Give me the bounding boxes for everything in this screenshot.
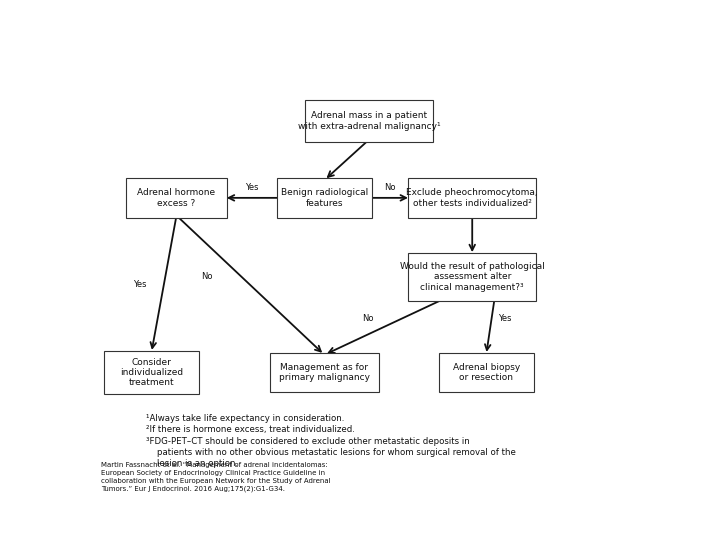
Text: Adrenal mass in a patient
with extra-adrenal malignancy¹: Adrenal mass in a patient with extra-adr… — [297, 111, 441, 131]
Text: No: No — [202, 272, 213, 281]
Text: No: No — [362, 314, 374, 323]
Text: patients with no other obvious metastatic lesions for whom surgical removal of t: patients with no other obvious metastati… — [145, 448, 516, 457]
Text: ¹Always take life expectancy in consideration.: ¹Always take life expectancy in consider… — [145, 414, 344, 423]
Text: Martin Fassnacht et al. “Management of adrenal incidentalomas:
European Society : Martin Fassnacht et al. “Management of a… — [101, 462, 330, 492]
Text: Adrenal biopsy
or resection: Adrenal biopsy or resection — [453, 363, 520, 382]
Text: Management as for
primary malignancy: Management as for primary malignancy — [279, 363, 370, 382]
Text: Exclude pheochromocytoma,
other tests individualized²: Exclude pheochromocytoma, other tests in… — [406, 188, 538, 207]
Text: Benign radiological
features: Benign radiological features — [281, 188, 368, 207]
Text: Yes: Yes — [245, 183, 258, 192]
FancyBboxPatch shape — [305, 100, 433, 141]
Text: Consider
individualized
treatment: Consider individualized treatment — [120, 357, 183, 387]
Text: Adrenal hormone
excess ?: Adrenal hormone excess ? — [138, 188, 215, 207]
FancyBboxPatch shape — [270, 353, 379, 392]
FancyBboxPatch shape — [104, 350, 199, 394]
FancyBboxPatch shape — [277, 178, 372, 218]
FancyBboxPatch shape — [408, 253, 536, 301]
Text: lesion is an option.: lesion is an option. — [145, 459, 238, 468]
Text: Would the result of pathological
assessment alter
clinical management?³: Would the result of pathological assessm… — [400, 262, 544, 292]
Text: ³FDG-PET–CT should be considered to exclude other metastatic deposits in: ³FDG-PET–CT should be considered to excl… — [145, 436, 469, 446]
Text: Yes: Yes — [498, 314, 511, 323]
FancyBboxPatch shape — [126, 178, 227, 218]
FancyBboxPatch shape — [408, 178, 536, 218]
Text: No: No — [384, 183, 396, 192]
FancyBboxPatch shape — [438, 353, 534, 392]
Text: ²If there is hormone excess, treat individualized.: ²If there is hormone excess, treat indiv… — [145, 426, 355, 434]
Text: Yes: Yes — [133, 280, 147, 289]
